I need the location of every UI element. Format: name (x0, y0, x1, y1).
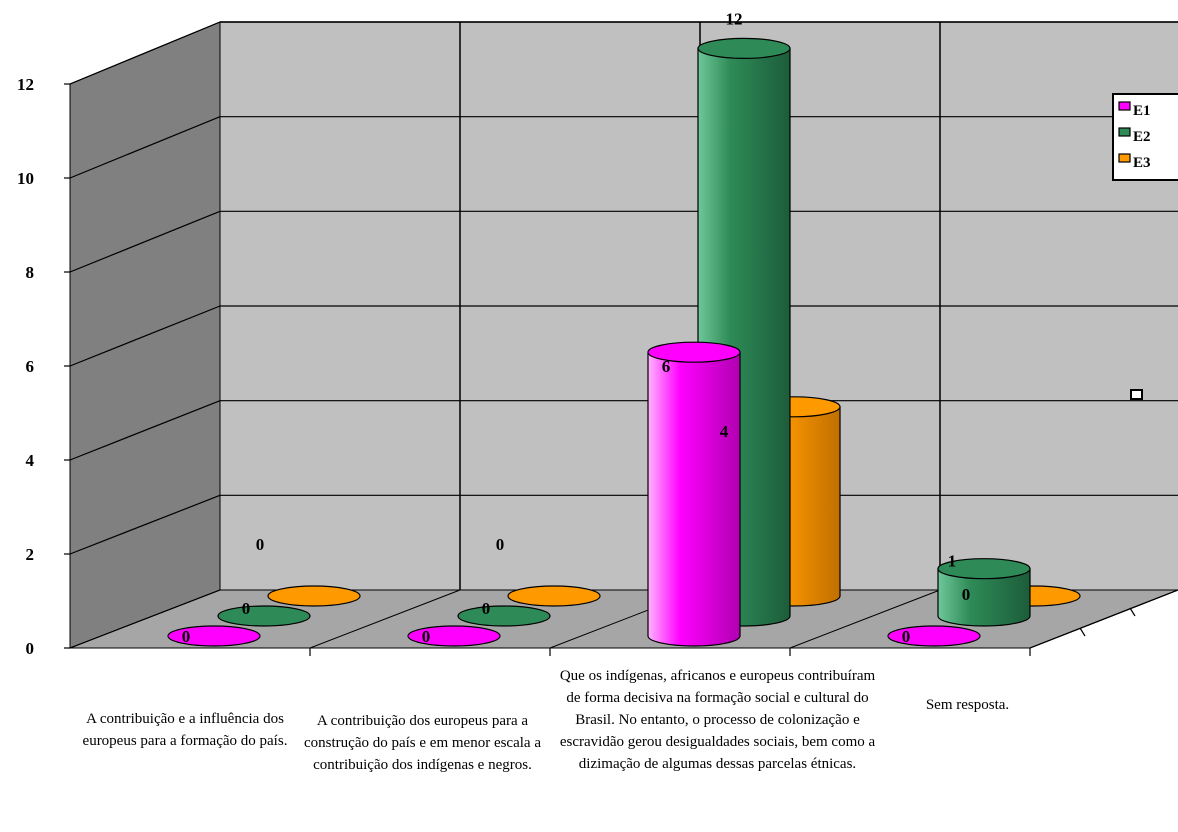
y-tick-label: 12 (17, 75, 34, 94)
bar-e1 (167, 625, 261, 647)
bar-body (647, 351, 741, 647)
legend-label: E3 (1133, 155, 1151, 171)
floor-divider (69, 589, 221, 649)
legend-label: E2 (1133, 129, 1151, 145)
data-label: 0 (962, 585, 971, 604)
bar-top (217, 605, 311, 627)
gridline-side (69, 400, 221, 461)
gridline-side (69, 494, 221, 555)
floor-divider (309, 589, 461, 649)
bar-top (267, 585, 361, 607)
side-wall (69, 21, 221, 649)
data-label: 0 (256, 535, 265, 554)
category-label: A contribuição e a influência dos europe… (82, 711, 288, 749)
bar-top (457, 605, 551, 627)
depth-tick (1079, 627, 1086, 637)
legend: E1 E2 E3 (1112, 93, 1178, 181)
y-tick-label: 2 (26, 545, 35, 564)
bar-top (887, 625, 981, 647)
category-label: Que os indígenas, africanos e europeus c… (559, 668, 876, 772)
bar-top (697, 37, 791, 60)
gridline-side (69, 305, 221, 367)
bar-e1 (647, 341, 741, 647)
bar-e2 (217, 605, 311, 627)
data-label: 0 (182, 627, 191, 646)
depth-tick (1129, 607, 1136, 617)
data-label: 6 (662, 357, 671, 376)
data-label: 0 (422, 627, 431, 646)
bar-e3 (507, 585, 601, 607)
data-label: 12 (726, 9, 743, 28)
data-label: 0 (482, 599, 491, 618)
legend-swatch (1118, 127, 1131, 137)
y-tick-label: 0 (26, 639, 35, 658)
data-label: 1 (948, 552, 957, 571)
data-label: 0 (242, 599, 251, 618)
stray-marker (1130, 389, 1143, 400)
bar-top (167, 625, 261, 647)
bar-e3 (267, 585, 361, 607)
legend-label: E1 (1133, 103, 1151, 119)
bar-e2 (457, 605, 551, 627)
bar-top (507, 585, 601, 607)
y-tick-label: 8 (26, 263, 35, 282)
y-tick-label: 10 (17, 169, 34, 188)
depth-axis (1029, 589, 1178, 649)
legend-swatch (1118, 153, 1131, 163)
category-label: Sem resposta. (925, 697, 1010, 713)
legend-swatch (1118, 101, 1131, 111)
category-label: A contribuição dos europeus para a const… (304, 713, 541, 773)
gridline-side (69, 21, 221, 85)
bar-top (647, 341, 741, 363)
y-tick-label: 6 (26, 357, 35, 376)
gridline-side (69, 116, 221, 179)
gridline-side (69, 210, 221, 273)
floor-divider (789, 589, 941, 649)
bar-top (937, 558, 1031, 580)
data-label: 4 (720, 422, 729, 441)
bar-e1 (887, 625, 981, 647)
data-label: 0 (496, 535, 505, 554)
bar-body (937, 568, 1031, 627)
bar-top (407, 625, 501, 647)
data-label: 0 (902, 627, 911, 646)
bar-e1 (407, 625, 501, 647)
bar-e2 (937, 558, 1031, 627)
y-tick-label: 4 (26, 451, 35, 470)
